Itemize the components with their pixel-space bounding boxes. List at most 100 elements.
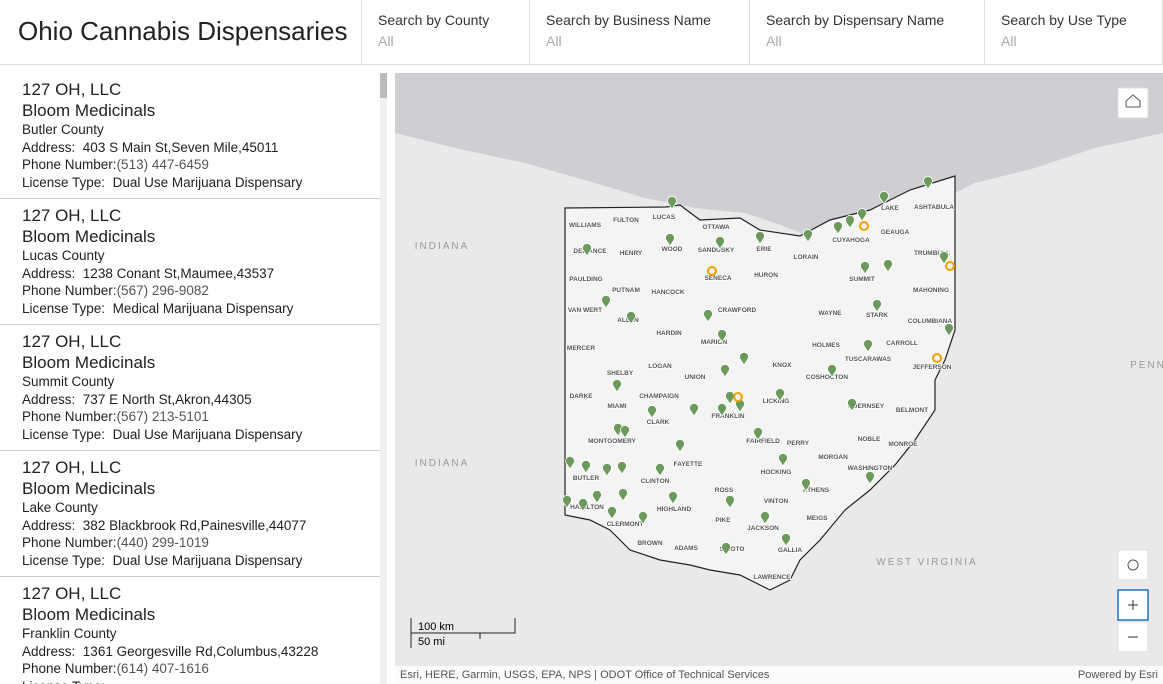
- county-label: LOGAN: [648, 363, 672, 370]
- dispensary-pin[interactable]: [781, 533, 791, 547]
- locate-button[interactable]: [1117, 549, 1149, 581]
- dispensary-pin[interactable]: [581, 460, 591, 474]
- county-label: MIAMI: [607, 403, 626, 410]
- dispensary-pin[interactable]: [725, 495, 735, 509]
- dispensary-pin[interactable]: [833, 221, 843, 235]
- dispensary-pin[interactable]: [703, 309, 713, 323]
- dispensary-pin[interactable]: [689, 403, 699, 417]
- dispensary-pin-highlight[interactable]: [932, 353, 942, 363]
- dispensary-pin[interactable]: [827, 364, 837, 378]
- dispensary-pin[interactable]: [582, 243, 592, 257]
- dispensary-pin-highlight[interactable]: [707, 266, 717, 276]
- dispensary-pin[interactable]: [617, 461, 627, 475]
- filter-value: All: [1001, 33, 1017, 49]
- dispensary-pin[interactable]: [939, 251, 949, 265]
- filter[interactable]: Search by Business Name All: [530, 0, 750, 65]
- phone-value: (440) 299-1019: [116, 535, 209, 550]
- dispensary-pin[interactable]: [647, 405, 657, 419]
- license-value: Dual Use Marijuana Dispensary: [112, 552, 303, 568]
- dispensary-pin[interactable]: [803, 229, 813, 243]
- dispensary-pin[interactable]: [562, 495, 572, 509]
- county-label: ERIE: [756, 246, 772, 253]
- dispensary-pin[interactable]: [638, 511, 648, 525]
- dispensary-pin[interactable]: [592, 490, 602, 504]
- app-title: Ohio Cannabis Dispensaries: [0, 0, 362, 65]
- home-button[interactable]: [1117, 87, 1149, 119]
- dispensary-pin[interactable]: [860, 261, 870, 275]
- dispensary-pin[interactable]: [863, 339, 873, 353]
- dispensary-pin[interactable]: [675, 439, 685, 453]
- dispensary-pin[interactable]: [775, 388, 785, 402]
- county-label: VINTON: [764, 498, 789, 505]
- dispensary-pin[interactable]: [620, 425, 630, 439]
- county-label: CHAMPAIGN: [639, 393, 679, 400]
- list-item[interactable]: 127 OH, LLC Bloom Medicinals Franklin Coun…: [0, 577, 380, 684]
- map[interactable]: 100 km 50 mi Esri, HERE, Garmin, USGS, E…: [395, 73, 1163, 684]
- address-label: Address:: [22, 517, 76, 533]
- county-label: HARDIN: [656, 330, 682, 337]
- dispensary-pin[interactable]: [801, 478, 811, 492]
- dispensary-pin-highlight[interactable]: [945, 261, 955, 271]
- phone-label: Phone Number:: [22, 157, 117, 172]
- dispensary-pin[interactable]: [778, 453, 788, 467]
- county-label: MEIGS: [807, 515, 829, 522]
- license-value: Dual Use Marijuana Dispensary: [112, 174, 303, 190]
- dispensary-pin[interactable]: [717, 329, 727, 343]
- address-value: 1238 Conant St,Maumee,43537: [82, 265, 275, 281]
- dispensary-pin[interactable]: [717, 403, 727, 417]
- phone-row: Phone Number:(614) 407-1616: [22, 660, 380, 678]
- dispensary-pin[interactable]: [665, 233, 675, 247]
- dispensary-pin[interactable]: [667, 196, 677, 210]
- county-label: VAN WERT: [568, 307, 602, 314]
- dispensary-pin[interactable]: [601, 295, 611, 309]
- filter[interactable]: Search by Use Type All: [985, 0, 1163, 65]
- county-label: MERCER: [567, 345, 595, 352]
- dispensary-pin[interactable]: [845, 215, 855, 229]
- county-label: HENRY: [620, 250, 643, 257]
- dispensary-pin[interactable]: [739, 352, 749, 366]
- phone-row: Phone Number:(567) 213-5101: [22, 408, 380, 426]
- dispensary-pin[interactable]: [602, 463, 612, 477]
- zoom-in-button[interactable]: [1117, 589, 1149, 621]
- filter[interactable]: Search by Dispensary Name All: [750, 0, 985, 65]
- dispensary-pin[interactable]: [626, 311, 636, 325]
- dispensary-pin[interactable]: [857, 208, 867, 222]
- county-label: JACKSON: [747, 525, 779, 532]
- county-label: CLINTON: [641, 478, 670, 485]
- dispensary-pin[interactable]: [715, 236, 725, 250]
- dispensary-pin[interactable]: [847, 398, 857, 412]
- dispensary-pin[interactable]: [865, 471, 875, 485]
- county-label: HOCKING: [761, 469, 792, 476]
- dispensary-pin[interactable]: [872, 299, 882, 313]
- dispensary-pin-highlight[interactable]: [733, 392, 743, 402]
- list-item[interactable]: 127 OH, LLC Bloom Medicinals Butler County…: [0, 73, 380, 199]
- scroll-thumb[interactable]: [380, 73, 387, 98]
- dispensary-pin[interactable]: [753, 427, 763, 441]
- dispensary-pin[interactable]: [612, 379, 622, 393]
- dispensary-pin[interactable]: [607, 506, 617, 520]
- license-value: Medical Marijuana Dispensary: [112, 300, 294, 316]
- dispensary-pin[interactable]: [879, 191, 889, 205]
- dispensary-pin[interactable]: [721, 542, 731, 556]
- list-item[interactable]: 127 OH, LLC Bloom Medicinals Lake County Ad…: [0, 451, 380, 577]
- county-label: LAKE: [881, 205, 899, 212]
- dispensary-pin[interactable]: [618, 488, 628, 502]
- dispensary-pin[interactable]: [720, 364, 730, 378]
- phone-value: (567) 296-9082: [116, 283, 209, 298]
- dispensary-pin[interactable]: [760, 511, 770, 525]
- dispensary-pin[interactable]: [923, 176, 933, 190]
- dispensary-pin[interactable]: [668, 491, 678, 505]
- list-item[interactable]: 127 OH, LLC Bloom Medicinals Summit County…: [0, 325, 380, 451]
- filter[interactable]: Search by County All: [362, 0, 530, 65]
- dispensary-pin[interactable]: [883, 259, 893, 273]
- county-label: NOBLE: [858, 436, 881, 443]
- dispensary-pin[interactable]: [565, 456, 575, 470]
- county-label: HAMILTON: [570, 504, 604, 511]
- license-label: License Type:: [22, 679, 105, 684]
- dispensary-pin[interactable]: [578, 498, 588, 512]
- dispensary-pin[interactable]: [755, 231, 765, 245]
- dispensary-pin-highlight[interactable]: [859, 221, 869, 231]
- list-item[interactable]: 127 OH, LLC Bloom Medicinals Lucas County A…: [0, 199, 380, 325]
- dispensary-pin[interactable]: [944, 323, 954, 337]
- dispensary-pin[interactable]: [655, 463, 665, 477]
